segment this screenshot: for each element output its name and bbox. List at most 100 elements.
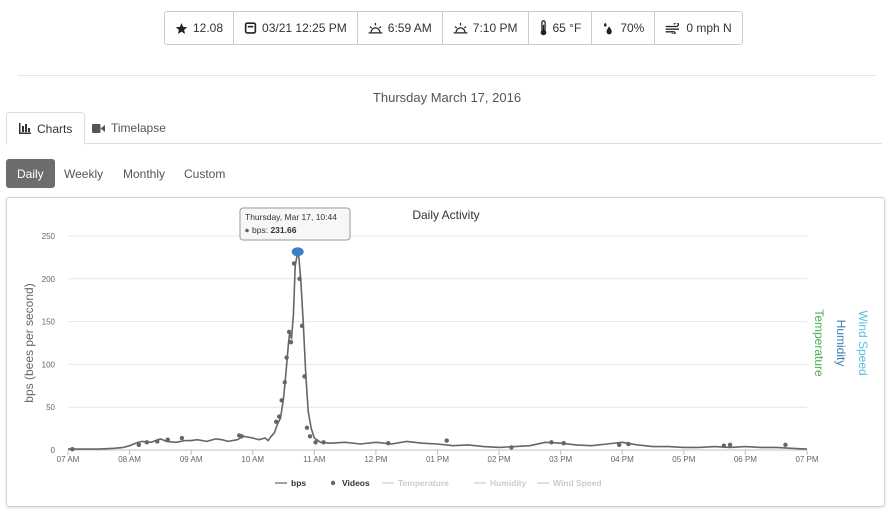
- video-marker: [288, 339, 294, 345]
- stat-last-update: 03/21 12:25 PM: [234, 12, 358, 44]
- y-tick-label: 0: [51, 446, 56, 455]
- video-marker: [727, 442, 733, 448]
- x-tick-label: 04 PM: [611, 455, 634, 464]
- video-marker: [304, 425, 310, 430]
- thermometer-icon: [540, 20, 546, 36]
- stat-temperature-value: 65 °F: [552, 21, 582, 35]
- stat-humidity-value: 70%: [620, 21, 645, 35]
- view-tabs: Charts Timelapse: [6, 112, 882, 145]
- x-tick-label: 03 PM: [549, 455, 572, 464]
- y-tick-label: 150: [42, 318, 56, 327]
- legend-item[interactable]: Temperature: [382, 478, 449, 488]
- video-marker: [284, 355, 289, 360]
- tooltip-value: bps: 231.66: [252, 225, 297, 235]
- period-daily-button[interactable]: Daily: [6, 159, 55, 188]
- star-icon: [175, 22, 188, 34]
- x-tick-label: 07 AM: [57, 455, 80, 464]
- stat-wind-value: 0 mph N: [686, 21, 732, 35]
- x-tick-label: 07 PM: [795, 455, 818, 464]
- stat-temperature: 65 °F: [529, 12, 593, 44]
- y-axis-label: bps (bees per second): [22, 283, 36, 402]
- video-marker: [136, 442, 142, 448]
- video-marker: [307, 434, 313, 439]
- divider: [18, 75, 876, 76]
- stat-sunset: 7:10 PM: [443, 12, 529, 44]
- status-bar: 12.08 03/21 12:25 PM 6:59 AM 7:10 PM 65 …: [164, 11, 743, 45]
- stat-sunrise-value: 6:59 AM: [387, 21, 432, 35]
- period-custom-button[interactable]: Custom: [184, 166, 226, 181]
- video-marker: [239, 434, 244, 439]
- video-marker: [386, 440, 391, 446]
- tooltip-series-marker: [245, 228, 249, 233]
- period-weekly-button[interactable]: Weekly: [64, 166, 104, 181]
- humidity-icon: [604, 22, 613, 34]
- tooltip-value-number: 231.66: [270, 225, 296, 235]
- legend-label: Humidity: [490, 478, 527, 488]
- tab-charts[interactable]: Charts: [6, 112, 86, 145]
- x-tick-label: 08 AM: [118, 455, 141, 464]
- video-marker: [561, 440, 566, 446]
- stat-score: 12.08: [165, 12, 235, 44]
- video-marker: [444, 438, 449, 443]
- video-marker: [509, 445, 514, 450]
- page-date: Thursday March 17, 2016: [372, 90, 522, 105]
- stat-last-update-value: 03/21 12:25 PM: [262, 21, 347, 35]
- video-marker: [299, 323, 305, 329]
- wind-icon: [666, 22, 680, 34]
- y-tick-label: 250: [42, 232, 56, 241]
- x-tick-label: 06 PM: [734, 455, 757, 464]
- right-axis-label: Temperature: [812, 309, 826, 377]
- chart-title: Daily Activity: [412, 208, 479, 222]
- legend-item[interactable]: bps: [275, 478, 306, 488]
- calendar-icon: [244, 22, 257, 34]
- highlighted-point: [291, 247, 304, 257]
- chart-tooltip: [239, 207, 351, 241]
- tab-timelapse-label: Timelapse: [111, 121, 166, 135]
- legend-label: bps: [291, 478, 306, 488]
- stat-score-value: 12.08: [193, 21, 224, 35]
- period-monthly-button[interactable]: Monthly: [123, 166, 166, 181]
- stat-humidity: 70%: [592, 12, 656, 44]
- bar-chart-icon: [19, 123, 31, 134]
- legend-item[interactable]: Humidity: [474, 478, 527, 488]
- video-marker: [155, 439, 160, 444]
- video-marker: [286, 329, 292, 335]
- legend-label: Temperature: [398, 478, 449, 488]
- video-camera-icon: [92, 123, 105, 133]
- video-marker: [297, 276, 302, 281]
- video-marker: [277, 414, 282, 419]
- video-marker: [721, 443, 727, 448]
- legend-label: Videos: [342, 478, 370, 488]
- right-axis-label: Humidity: [834, 320, 848, 367]
- x-tick-label: 12 PM: [364, 455, 387, 464]
- legend-item[interactable]: Videos: [330, 478, 370, 488]
- right-axis-label: Wind Speed: [856, 310, 870, 375]
- video-marker: [273, 419, 279, 424]
- x-tick-label: 10 AM: [241, 455, 264, 464]
- x-tick-label: 02 PM: [488, 455, 511, 464]
- video-marker: [291, 261, 297, 266]
- sunrise-icon: [368, 22, 383, 33]
- x-tick-label: 01 PM: [426, 455, 449, 464]
- video-marker: [70, 446, 75, 452]
- video-marker: [549, 440, 554, 445]
- legend-label: Wind Speed: [553, 478, 602, 488]
- tab-charts-label: Charts: [37, 121, 73, 136]
- video-marker: [321, 440, 326, 445]
- video-marker: [179, 435, 185, 441]
- daily-activity-chart: 0 50 100 150 200 250 07 AM 08 AM 09 AM 10 AM 11 AM…: [22, 207, 870, 488]
- legend-item[interactable]: Wind Speed: [537, 478, 602, 488]
- video-marker: [279, 398, 284, 403]
- bps-series-line: [68, 250, 808, 450]
- video-marker: [302, 374, 307, 379]
- chart-panel: 0 50 100 150 200 250 07 AM 08 AM 09 AM 10 AM 11 AM…: [6, 197, 885, 507]
- y-tick-label: 200: [42, 275, 56, 284]
- video-marker: [165, 437, 170, 442]
- video-marker: [616, 442, 622, 448]
- video-marker: [313, 440, 318, 445]
- stat-wind: 0 mph N: [655, 12, 741, 44]
- tab-timelapse[interactable]: Timelapse: [80, 112, 178, 144]
- y-tick-label: 50: [46, 403, 55, 412]
- stat-sunset-value: 7:10 PM: [472, 21, 518, 35]
- y-tick-label: 100: [42, 360, 56, 369]
